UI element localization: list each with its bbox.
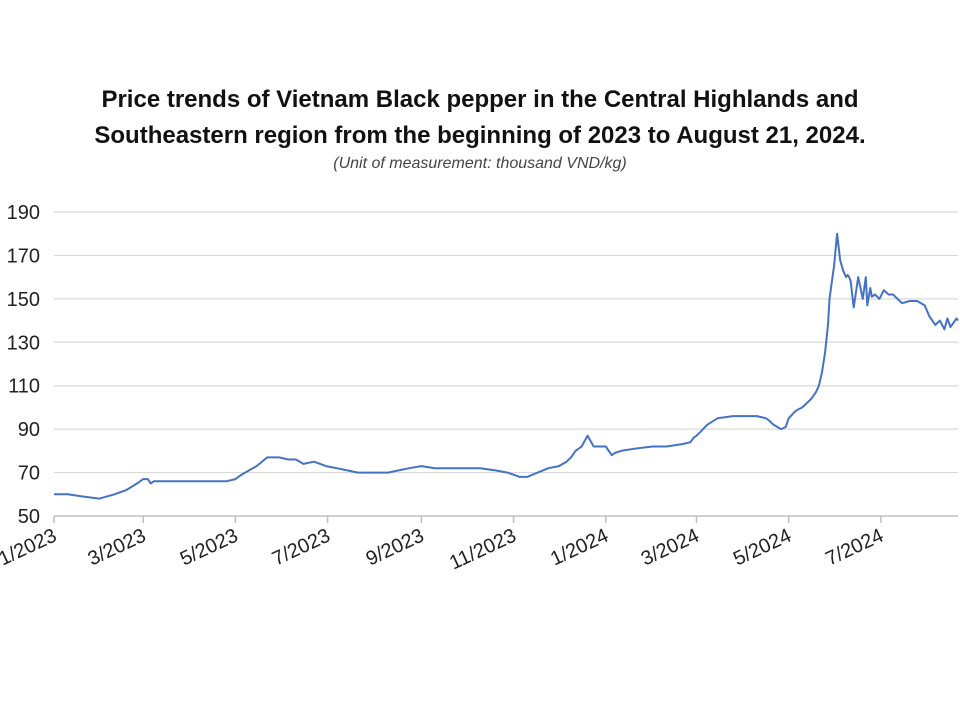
x-tick-label: 9/2023 (363, 525, 428, 571)
x-tick-label: 5/2023 (177, 525, 242, 571)
x-tick-label: 3/2024 (638, 525, 703, 571)
series-line (54, 232, 959, 500)
y-tick-label: 150 (7, 289, 40, 311)
x-tick-label: 1/2023 (0, 525, 60, 571)
y-tick-labels: 50 70 90 110 130 150 170 190 (7, 202, 40, 528)
y-tick-label: 130 (7, 332, 40, 354)
x-axis: 1/2023 3/2023 5/2023 7/2023 9/2023 11/2023 1/2… (0, 515, 958, 575)
x-tick-label: 7/2024 (822, 525, 887, 571)
y-tick-label: 50 (18, 506, 40, 528)
x-tick-label: 1/2024 (547, 525, 612, 571)
x-tick-label: 7/2023 (269, 525, 334, 571)
x-tick-label: 11/2023 (446, 525, 519, 575)
y-tick-label: 190 (7, 202, 40, 224)
y-tick-label: 110 (8, 376, 40, 398)
chart-subtitle: (Unit of measurement: thousand VND/kg) (333, 155, 627, 172)
gridlines (54, 211, 958, 474)
chart-title-line-2: Southeastern region from the beginning o… (94, 122, 866, 149)
y-tick-label: 90 (18, 419, 40, 441)
y-tick-label: 70 (18, 463, 40, 485)
x-tick-label: 5/2024 (730, 525, 795, 571)
y-tick-label: 170 (7, 245, 40, 267)
x-tick-label: 3/2023 (85, 525, 150, 571)
chart-title-line-1: Price trends of Vietnam Black pepper in … (101, 86, 859, 113)
series-layer (54, 232, 959, 500)
